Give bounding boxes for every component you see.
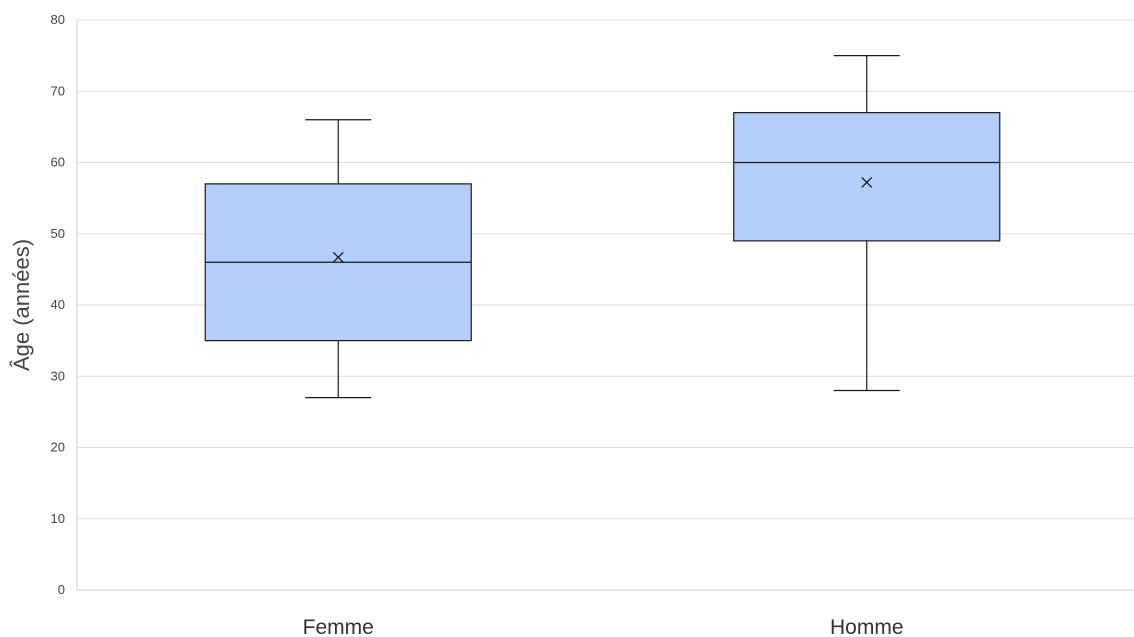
y-tick-label: 40 xyxy=(51,297,65,312)
mean-marker xyxy=(861,176,873,188)
y-tick-label: 20 xyxy=(51,440,65,455)
y-tick-label: 10 xyxy=(51,511,65,526)
mean-marker xyxy=(332,251,344,263)
y-tick-label: 70 xyxy=(51,83,65,98)
y-axis-ticks: 0 10 20 30 40 50 60 70 80 xyxy=(51,12,65,597)
box-homme xyxy=(733,55,1001,392)
x-category-label: Homme xyxy=(830,616,904,637)
y-tick-label: 0 xyxy=(58,582,65,597)
y-tick-label: 60 xyxy=(51,155,65,170)
y-tick-label: 30 xyxy=(51,368,65,383)
iqr-box xyxy=(733,112,1001,242)
box-femme xyxy=(204,119,472,399)
x-axis-labels: Femme Homme xyxy=(303,616,904,637)
y-axis-title: Âge (années) xyxy=(9,239,34,371)
y-tick-label: 80 xyxy=(51,12,65,27)
y-tick-label: 50 xyxy=(51,226,65,241)
x-category-label: Femme xyxy=(303,616,374,637)
box-layer xyxy=(204,55,1001,399)
